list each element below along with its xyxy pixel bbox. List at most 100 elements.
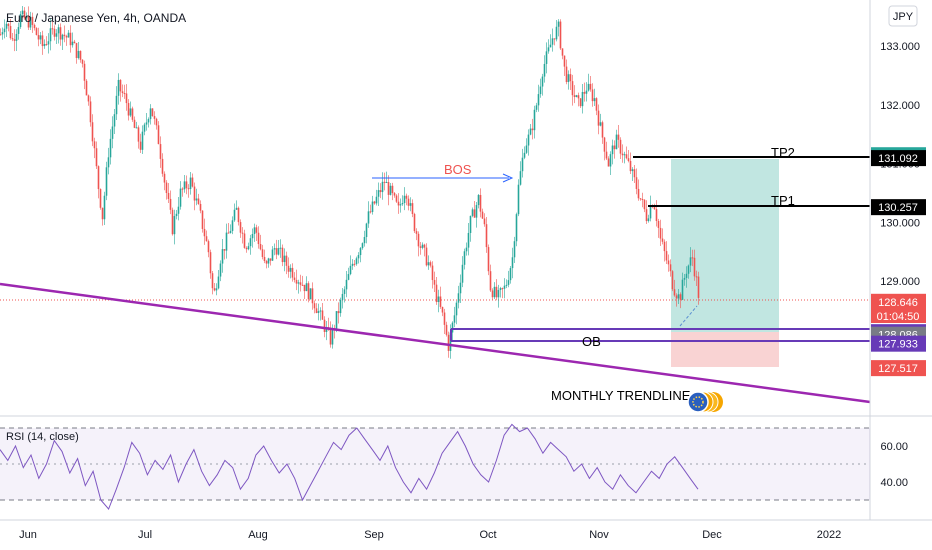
candle-body xyxy=(465,247,468,252)
candle-body xyxy=(663,241,666,252)
candle-body xyxy=(265,261,268,264)
candle-body xyxy=(143,124,146,132)
candle-body xyxy=(111,126,114,139)
candle-body xyxy=(607,158,610,167)
candle-body xyxy=(157,125,160,145)
price-tag-text: 127.517 xyxy=(878,363,918,375)
candle-body xyxy=(291,267,294,278)
rsi-line[interactable] xyxy=(0,423,699,510)
candle-body xyxy=(609,154,612,167)
candle-body xyxy=(3,28,6,33)
candle-body xyxy=(1,32,4,35)
candle-body xyxy=(91,122,94,142)
price-tag xyxy=(871,199,926,216)
currency-button[interactable]: JPY xyxy=(888,5,918,27)
candle-body xyxy=(117,79,120,96)
candle-body xyxy=(407,198,410,206)
candle-body xyxy=(493,286,496,298)
candle-body xyxy=(209,252,212,274)
candle-body xyxy=(227,232,230,234)
candle-body xyxy=(239,222,242,233)
candle-body xyxy=(515,214,518,242)
candle-body xyxy=(451,322,454,333)
candle-body xyxy=(677,294,680,299)
candle-body xyxy=(447,334,450,351)
candle-body xyxy=(217,276,220,289)
rsi-axis[interactable]: 60.00 40.00 xyxy=(880,441,908,489)
candle-body xyxy=(625,154,628,159)
candle-body xyxy=(151,108,154,117)
candle-body xyxy=(381,181,384,193)
candle-body xyxy=(657,220,660,228)
candle-body xyxy=(347,274,350,280)
candle-body xyxy=(193,186,196,201)
candle-body xyxy=(417,233,420,247)
candle-body xyxy=(155,118,158,126)
candle-body xyxy=(569,74,572,82)
price-tag-text: 131.092 xyxy=(878,153,918,165)
candle-body xyxy=(33,24,36,29)
candle-body xyxy=(317,311,320,314)
candle-body xyxy=(321,310,324,320)
candle-body xyxy=(389,185,392,195)
candle-body xyxy=(577,95,580,99)
candle-body xyxy=(633,169,636,178)
candle-body xyxy=(369,211,372,213)
rsi-tick-label: 40.00 xyxy=(880,477,908,489)
profit-zone[interactable] xyxy=(671,159,779,332)
candle-body xyxy=(671,271,674,290)
candle-body xyxy=(93,141,96,149)
candle-body xyxy=(125,93,128,104)
price-tag-text: 130.257 xyxy=(878,202,918,214)
candle-body xyxy=(619,139,622,154)
candle-body xyxy=(83,63,86,81)
candle-body xyxy=(649,205,652,219)
candle-body xyxy=(497,289,500,298)
candle-body xyxy=(639,198,642,200)
candle-body xyxy=(667,260,670,265)
rsi-title[interactable]: RSI (14, close) xyxy=(6,431,79,443)
candle-body xyxy=(673,289,676,296)
candle-body xyxy=(243,233,246,248)
candle-body xyxy=(289,267,292,272)
candle-body xyxy=(173,216,176,235)
candle-body xyxy=(647,218,650,222)
candle-body xyxy=(297,282,300,284)
time-axis[interactable]: Jun Jul Aug Sep Oct Nov Dec 2022 xyxy=(19,529,841,541)
candle-body xyxy=(501,288,504,290)
candle-body xyxy=(141,131,144,150)
candle-body xyxy=(431,265,434,281)
candle-body xyxy=(189,177,192,189)
monthly-trendline[interactable] xyxy=(0,282,871,404)
candle-body xyxy=(603,137,606,152)
candle-body xyxy=(579,98,582,107)
candle-body xyxy=(517,184,520,215)
candle-body xyxy=(681,279,684,300)
candle-body xyxy=(629,160,632,172)
candle-body xyxy=(583,91,586,94)
candle-body xyxy=(203,228,206,237)
candle-body xyxy=(565,66,568,83)
candle-body xyxy=(167,192,170,199)
candle-body xyxy=(423,244,426,248)
candle-body xyxy=(171,209,174,235)
candle-body xyxy=(241,232,244,234)
candle-body xyxy=(491,290,494,298)
candle-body xyxy=(237,207,240,223)
candle-body xyxy=(669,264,672,272)
candle-body xyxy=(147,119,150,123)
symbol-title[interactable]: Euro / Japanese Yen, 4h, OANDA xyxy=(6,11,186,25)
candle-body xyxy=(85,80,88,96)
candle-body xyxy=(23,10,26,19)
candle-body xyxy=(47,41,50,45)
candle-body xyxy=(53,28,56,37)
candle-body xyxy=(75,43,78,59)
candle-body xyxy=(19,14,22,28)
candle-body xyxy=(623,154,626,156)
candle-body xyxy=(383,181,386,183)
candle-body xyxy=(539,86,542,95)
candle-body xyxy=(119,79,122,92)
price-tick-label: 129.000 xyxy=(880,276,920,288)
loss-zone[interactable] xyxy=(671,332,779,367)
